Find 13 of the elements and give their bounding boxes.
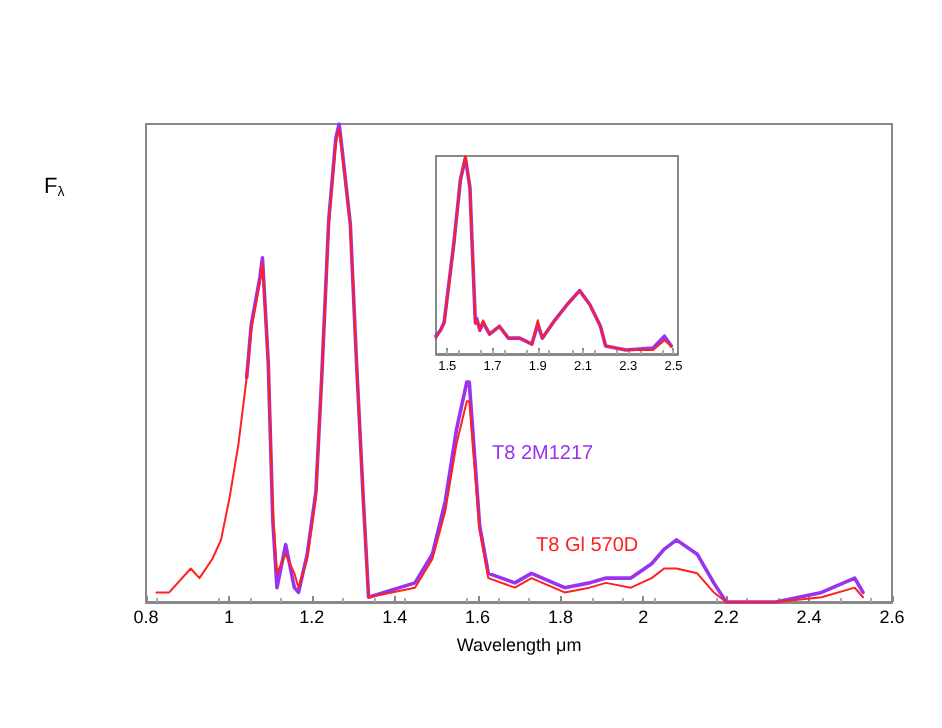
x-tick-label: 1.8 — [547, 607, 573, 627]
series-label: T8 2M1217 — [492, 443, 595, 465]
x-tick-label: 1 — [223, 607, 234, 627]
x-tick-label: 2.4 — [796, 607, 822, 627]
x-tick-label: 2.2 — [713, 607, 739, 627]
x-tick-label: 2.6 — [879, 607, 905, 627]
x-tick-label: 2 — [638, 607, 649, 627]
x-tick-label: 1.2 — [299, 607, 325, 627]
x-axis-title: Wavelength μm — [456, 634, 582, 655]
series-label: T8 Gl 570D — [536, 535, 639, 557]
x-tick-label: 1.4 — [382, 607, 408, 627]
x-tick-label: 0.8 — [133, 607, 159, 627]
x-tick-label: 1.6 — [465, 607, 491, 627]
